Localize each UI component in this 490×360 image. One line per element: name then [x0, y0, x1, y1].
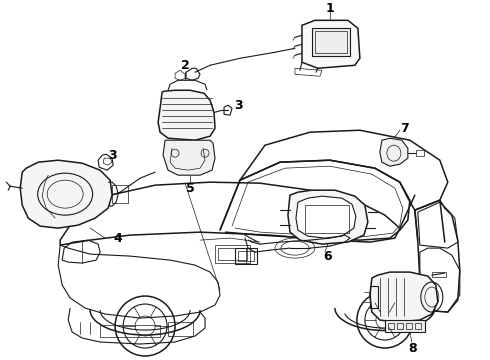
Bar	[397, 323, 403, 329]
Text: 6: 6	[323, 249, 332, 262]
Bar	[312, 28, 350, 56]
Bar	[235, 248, 257, 264]
Bar	[238, 251, 254, 261]
Bar	[406, 323, 412, 329]
Polygon shape	[163, 140, 215, 175]
Bar	[218, 248, 247, 260]
Text: 2: 2	[181, 59, 190, 72]
Bar	[305, 205, 349, 233]
Polygon shape	[370, 272, 438, 322]
Bar	[315, 31, 347, 53]
Bar	[215, 245, 250, 263]
Text: 4: 4	[114, 231, 122, 244]
Bar	[112, 185, 128, 203]
Bar	[100, 325, 160, 337]
Bar	[168, 322, 193, 336]
Text: 5: 5	[186, 182, 195, 195]
Text: 1: 1	[325, 2, 334, 15]
Bar	[385, 320, 425, 332]
Text: 3: 3	[234, 99, 243, 112]
Polygon shape	[288, 190, 368, 244]
Text: 8: 8	[409, 342, 417, 355]
Bar	[388, 323, 394, 329]
Bar	[370, 286, 378, 308]
Polygon shape	[302, 20, 360, 68]
Text: 3: 3	[108, 149, 117, 162]
Polygon shape	[20, 160, 112, 228]
Polygon shape	[296, 196, 356, 238]
Polygon shape	[380, 138, 408, 166]
Polygon shape	[158, 90, 215, 140]
Bar	[416, 150, 424, 156]
Bar	[432, 272, 446, 277]
Bar	[415, 323, 421, 329]
Text: 7: 7	[400, 122, 409, 135]
